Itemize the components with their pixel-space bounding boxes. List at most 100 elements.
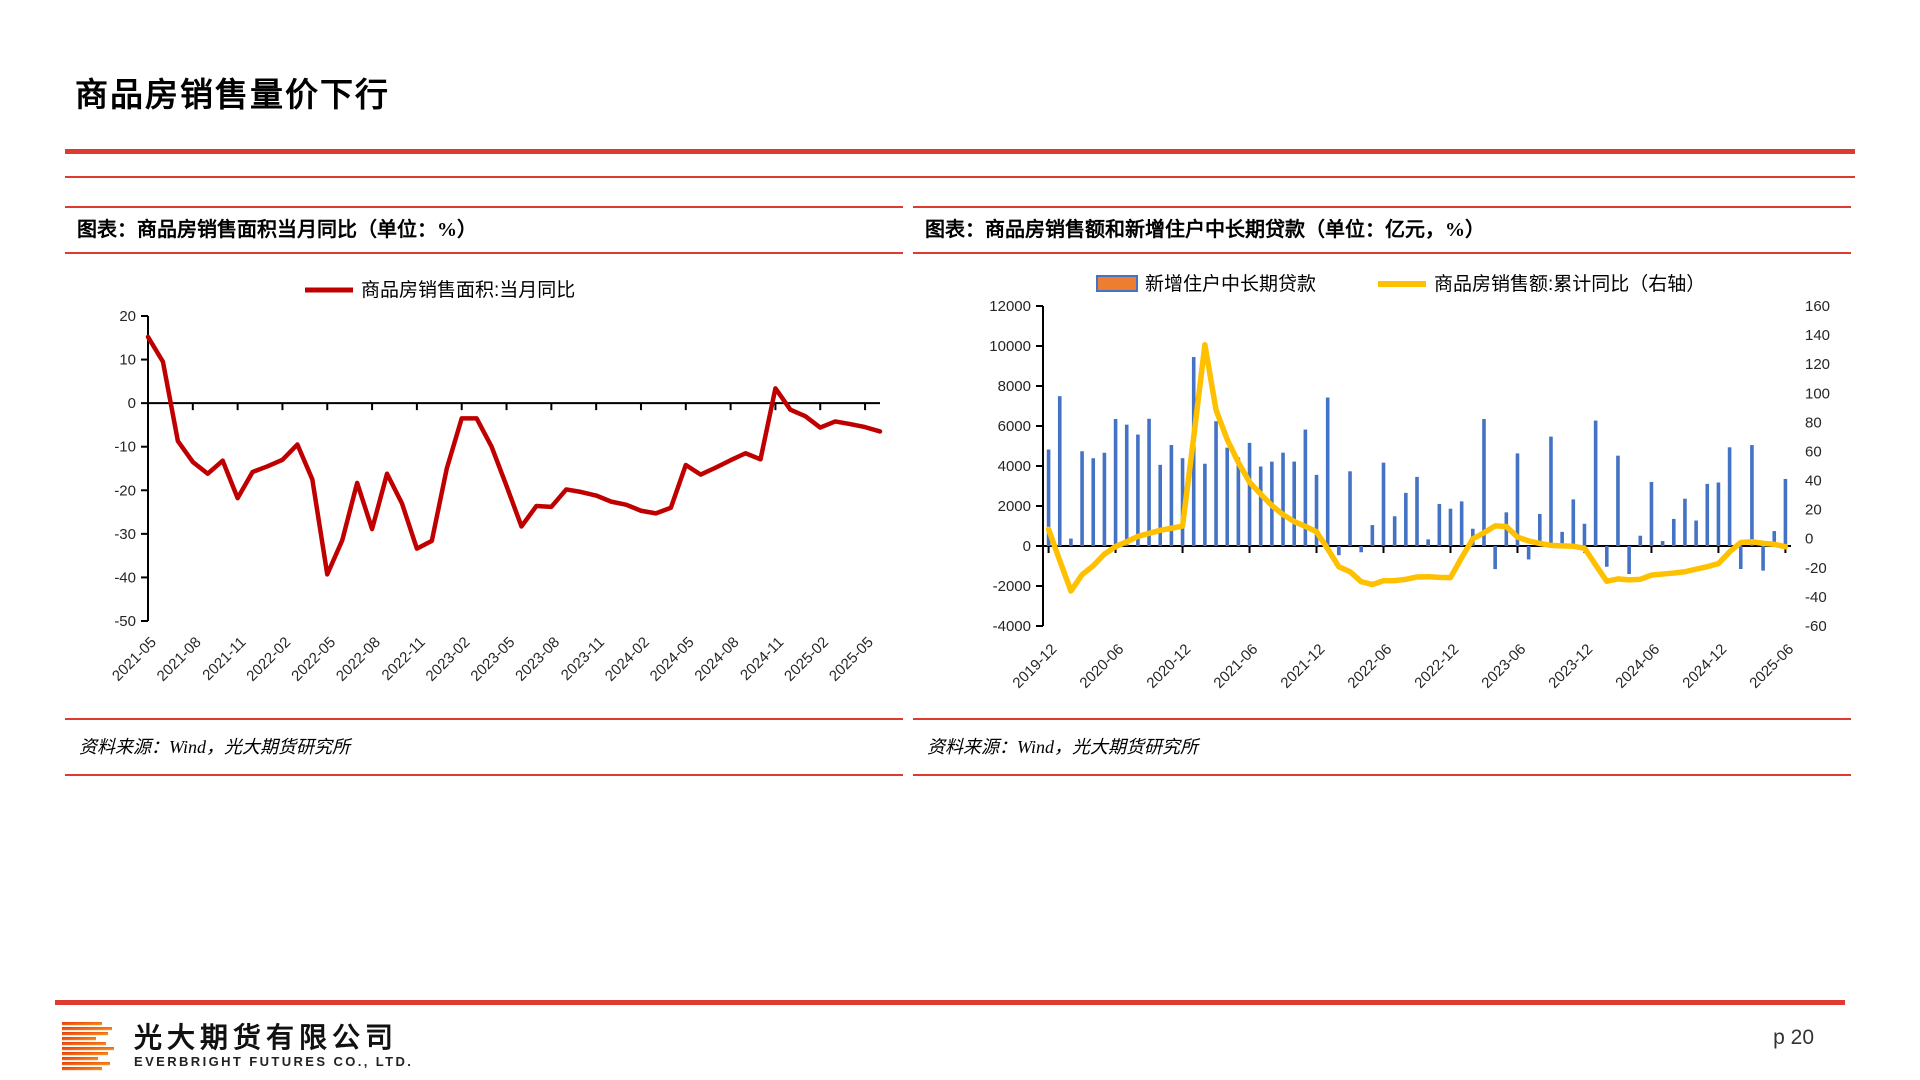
source-rule-bottom <box>913 774 1851 776</box>
svg-text:2022-11: 2022-11 <box>379 634 429 684</box>
svg-text:10000: 10000 <box>989 338 1031 355</box>
source-rule-top <box>65 718 903 720</box>
svg-text:2021-11: 2021-11 <box>199 634 249 684</box>
svg-text:2023-05: 2023-05 <box>467 634 518 685</box>
company-block: 光大期货有限公司 EVERBRIGHT FUTURES CO., LTD. <box>134 1023 413 1071</box>
svg-text:4000: 4000 <box>998 458 1031 475</box>
line-chart-svg: 20 10 0 -10 -20 -30 -40 -50 2021-052021-082021-1… <box>109 279 883 685</box>
page-title: 商品房销售量价下行 <box>75 78 390 114</box>
svg-text:商品房销售面积:当月同比: 商品房销售面积:当月同比 <box>361 279 575 301</box>
footer: 光大期货有限公司 EVERBRIGHT FUTURES CO., LTD. <box>60 1018 413 1076</box>
combo-chart-svg: 12000 10000 8000 6000 4000 2000 0 -2000 -4000 160… <box>989 273 1830 692</box>
svg-text:商品房销售额:累计同比（右轴）: 商品房销售额:累计同比（右轴） <box>1434 273 1705 295</box>
source-rule-bottom <box>65 774 903 776</box>
right-y-tick: 40 <box>1805 473 1822 490</box>
svg-text:2020-06: 2020-06 <box>1076 641 1127 692</box>
svg-text:12000: 12000 <box>989 298 1031 315</box>
bar-legend-swatch <box>1096 275 1138 292</box>
chart-caption: 图表：商品房销售面积当月同比（单位：%） <box>77 219 477 241</box>
svg-text:6000: 6000 <box>998 418 1031 435</box>
plot-area: 12000 10000 8000 6000 4000 2000 0 -2000 -4000 160… <box>989 298 1830 692</box>
y-axis <box>141 315 149 622</box>
caption-rule-top <box>65 206 903 208</box>
panel-sales-area: 图表：商品房销售面积当月同比（单位：%） 20 10 0 -10 -20 -30 -40 -5… <box>65 206 903 776</box>
svg-text:-50: -50 <box>114 613 136 630</box>
svg-text:2022-05: 2022-05 <box>288 634 339 685</box>
svg-text:-40: -40 <box>114 569 136 586</box>
right-y-tick: 140 <box>1805 327 1830 344</box>
svg-text:2022-02: 2022-02 <box>243 634 294 685</box>
caption-rule-bottom <box>913 252 1851 254</box>
svg-text:10: 10 <box>119 352 136 369</box>
svg-text:2025-06: 2025-06 <box>1746 641 1797 692</box>
svg-text:2022-06: 2022-06 <box>1344 641 1395 692</box>
svg-text:2021-08: 2021-08 <box>154 634 205 685</box>
svg-text:0: 0 <box>1023 538 1031 555</box>
company-name-cn: 光大期货有限公司 <box>134 1022 399 1053</box>
svg-text:2022-12: 2022-12 <box>1411 641 1462 692</box>
svg-text:2023-02: 2023-02 <box>423 634 474 685</box>
right-y-tick: 100 <box>1805 385 1830 402</box>
svg-text:2021-05: 2021-05 <box>109 634 160 685</box>
everbright-logo-icon <box>62 1022 114 1071</box>
right-y-tick: 80 <box>1805 414 1822 431</box>
svg-text:2022-08: 2022-08 <box>333 634 384 685</box>
x-axis <box>1043 545 1791 553</box>
legend: 商品房销售面积:当月同比 <box>305 279 575 301</box>
svg-text:2021-12: 2021-12 <box>1277 641 1328 692</box>
right-y-tick: -60 <box>1805 618 1827 635</box>
chart-sales-value-and-loans: 12000 10000 8000 6000 4000 2000 0 -2000 -4000 160… <box>913 254 1851 718</box>
caption-rule-top <box>913 206 1851 208</box>
panel-sales-value-loans: 图表：商品房销售额和新增住户中长期贷款（单位：亿元，%） 12000 10000 8… <box>913 206 1851 776</box>
bars-series <box>1046 357 1788 574</box>
page-number: p 20 <box>1773 1026 1814 1049</box>
right-y-tick: 0 <box>1805 531 1813 548</box>
source-note: 资料来源：Wind，光大期货研究所 <box>927 737 1199 757</box>
left-y-axis <box>1036 305 1044 627</box>
svg-text:2019-12: 2019-12 <box>1009 641 1060 692</box>
svg-text:2025-05: 2025-05 <box>826 634 877 685</box>
svg-text:2024-05: 2024-05 <box>647 634 698 685</box>
right-y-tick: 60 <box>1805 443 1822 460</box>
plot-area: 20 10 0 -10 -20 -30 -40 -50 2021-052021-082021-1… <box>109 308 883 685</box>
svg-text:2023-12: 2023-12 <box>1545 641 1596 692</box>
legend: 新增住户中长期贷款 商品房销售额:累计同比（右轴） <box>1096 273 1705 295</box>
svg-text:2025-02: 2025-02 <box>781 634 832 685</box>
right-y-tick: 120 <box>1805 356 1830 373</box>
series-line <box>1045 341 1789 594</box>
svg-text:2023-11: 2023-11 <box>558 634 608 684</box>
svg-text:2024-12: 2024-12 <box>1679 641 1730 692</box>
svg-text:20: 20 <box>119 308 136 325</box>
svg-text:2000: 2000 <box>998 498 1031 515</box>
chart-sales-area-yoy: 20 10 0 -10 -20 -30 -40 -50 2021-05 2021-08 2021-1… <box>65 254 903 718</box>
svg-text:-10: -10 <box>114 439 136 456</box>
source-rule-top <box>913 718 1851 720</box>
company-name-en: EVERBRIGHT FUTURES CO., LTD. <box>134 1054 414 1069</box>
chart-caption: 图表：商品房销售额和新增住户中长期贷款（单位：亿元，%） <box>925 219 1485 241</box>
svg-text:2024-11: 2024-11 <box>737 634 787 684</box>
svg-text:8000: 8000 <box>998 378 1031 395</box>
svg-text:-4000: -4000 <box>993 618 1031 635</box>
svg-text:2023-06: 2023-06 <box>1478 641 1529 692</box>
right-y-tick: 20 <box>1805 502 1822 519</box>
right-y-tick: 160 <box>1805 298 1830 315</box>
svg-text:-20: -20 <box>114 482 136 499</box>
right-y-tick: -20 <box>1805 560 1827 577</box>
svg-text:2024-02: 2024-02 <box>602 634 653 685</box>
source-note: 资料来源：Wind，光大期货研究所 <box>79 737 351 757</box>
footer-rule <box>55 1000 1845 1005</box>
caption-rule-bottom <box>65 252 903 254</box>
svg-text:-2000: -2000 <box>993 578 1031 595</box>
svg-text:2023-08: 2023-08 <box>512 634 563 685</box>
svg-text:2024-08: 2024-08 <box>691 634 742 685</box>
x-axis <box>147 402 880 411</box>
svg-text:0: 0 <box>128 395 136 412</box>
svg-text:2020-12: 2020-12 <box>1143 641 1194 692</box>
svg-text:2021-06: 2021-06 <box>1210 641 1261 692</box>
title-rule-thick <box>65 149 1855 154</box>
title-rule-thin <box>65 176 1855 178</box>
svg-text:-30: -30 <box>114 526 136 543</box>
series-line <box>145 334 883 577</box>
right-y-tick: -40 <box>1805 589 1827 606</box>
svg-text:新增住户中长期贷款: 新增住户中长期贷款 <box>1145 273 1316 295</box>
